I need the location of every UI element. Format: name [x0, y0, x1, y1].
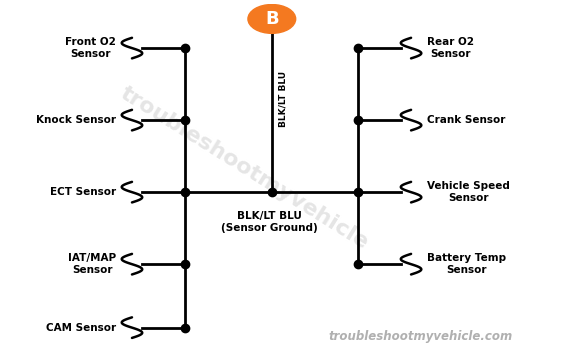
- Text: B: B: [265, 10, 278, 28]
- Text: ECT Sensor: ECT Sensor: [50, 187, 116, 197]
- Text: Vehicle Speed
Sensor: Vehicle Speed Sensor: [427, 181, 510, 203]
- Text: Knock Sensor: Knock Sensor: [36, 115, 116, 125]
- Text: Battery Temp
Sensor: Battery Temp Sensor: [427, 253, 506, 275]
- Text: Rear O2
Sensor: Rear O2 Sensor: [427, 37, 474, 59]
- Text: IAT/MAP
Sensor: IAT/MAP Sensor: [68, 253, 116, 275]
- Text: Crank Sensor: Crank Sensor: [427, 115, 505, 125]
- Text: troubleshootmyvehicle.com: troubleshootmyvehicle.com: [329, 330, 513, 343]
- Text: CAM Sensor: CAM Sensor: [46, 323, 116, 332]
- Text: BLK/LT BLU: BLK/LT BLU: [278, 71, 288, 127]
- Text: Front O2
Sensor: Front O2 Sensor: [65, 37, 116, 59]
- Text: troubleshootmyvehicle: troubleshootmyvehicle: [117, 83, 372, 253]
- Text: BLK/LT BLU
(Sensor Ground): BLK/LT BLU (Sensor Ground): [220, 211, 317, 233]
- Circle shape: [248, 5, 296, 33]
